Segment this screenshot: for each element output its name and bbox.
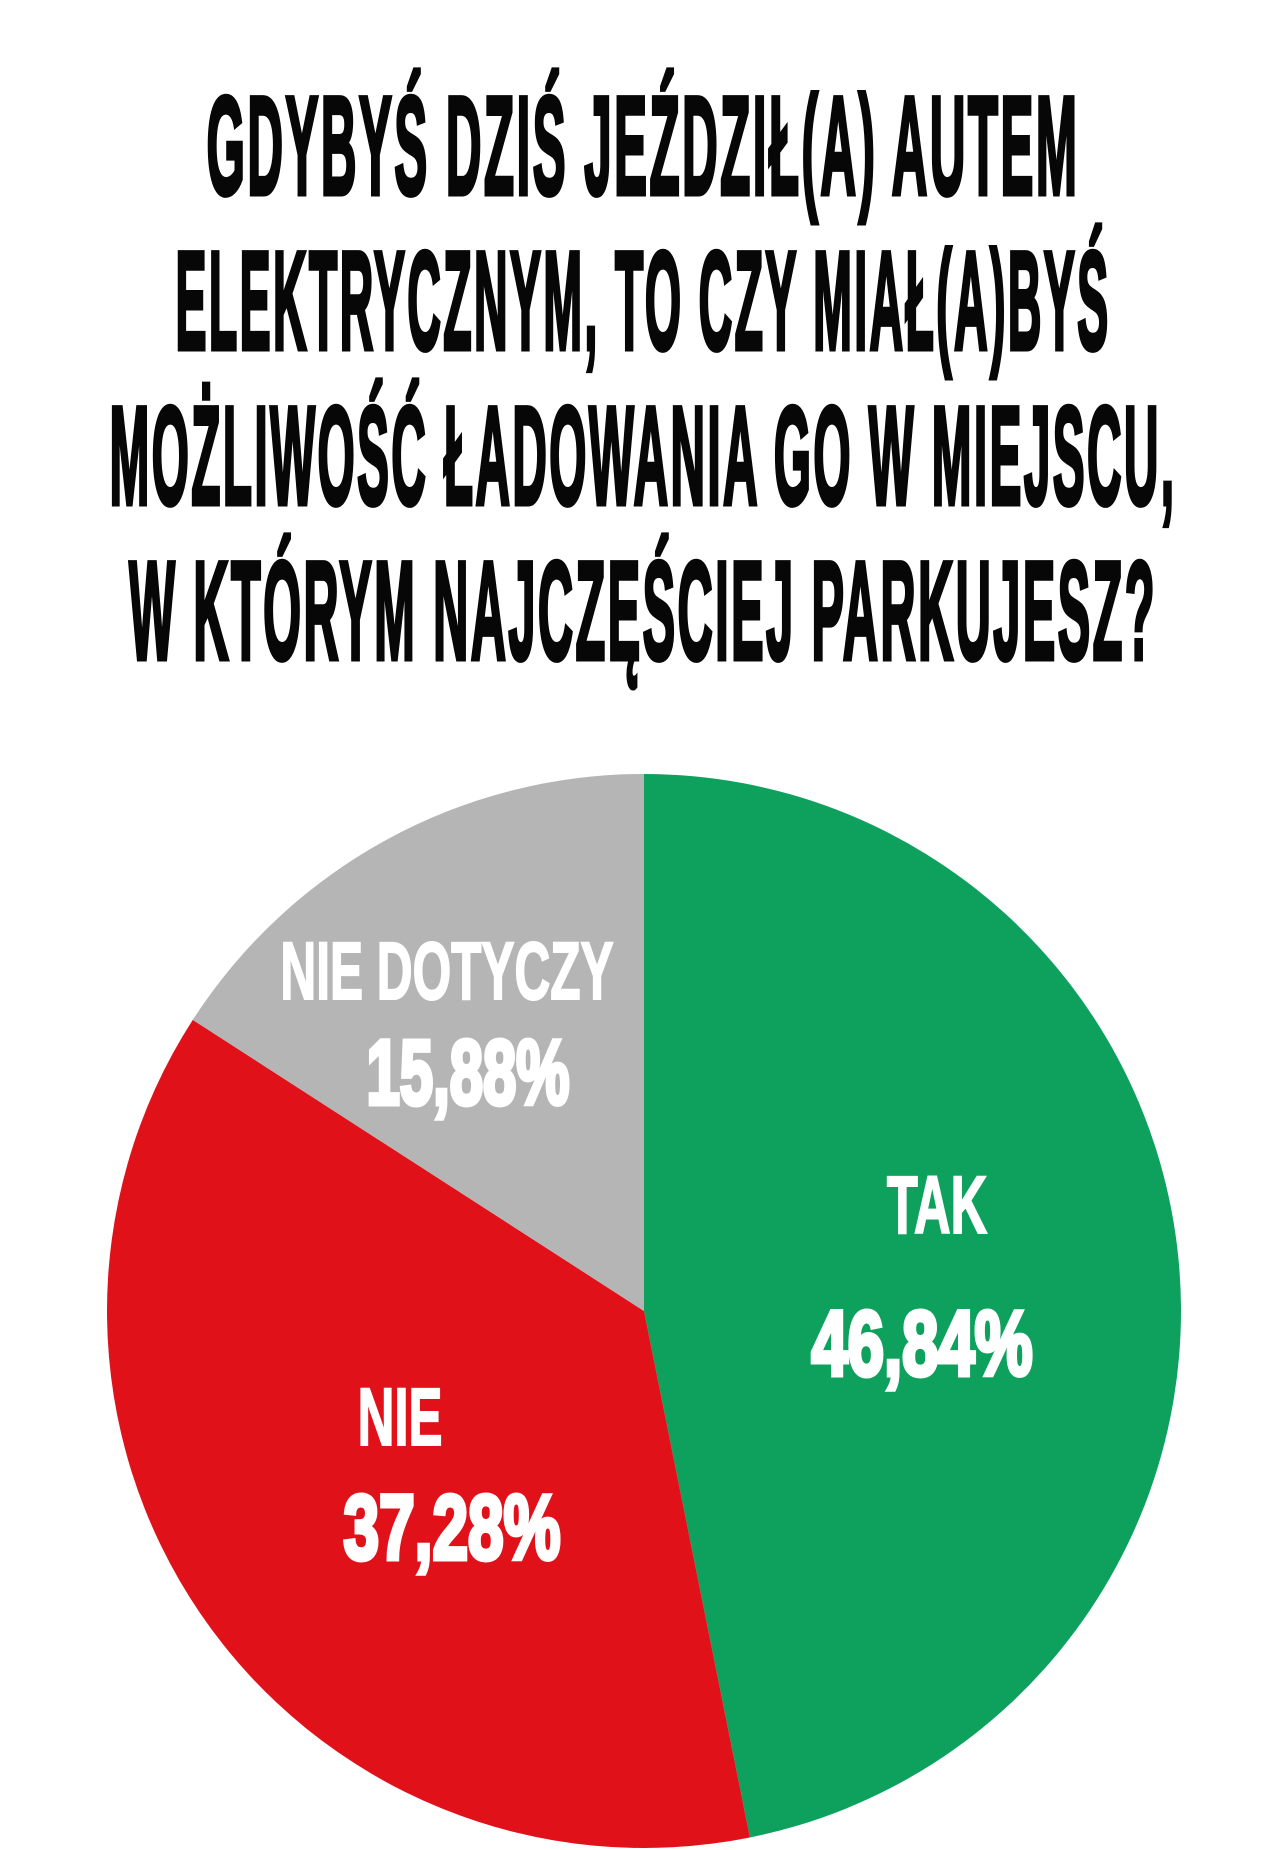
pie-slice-tak bbox=[644, 774, 1182, 1838]
chart-title-line-1-text: GDYBYŚ DZIŚ JEŹDZIŁ(A) AUTEM bbox=[205, 66, 1079, 226]
chart-title: GDYBYŚ DZIŚ JEŹDZIŁ(A) AUTEM ELEKTRYCZNY… bbox=[0, 66, 1285, 691]
chart-title-line-2-text: ELEKTRYCZNYM, TO CZY MIAŁ(A)BYŚ bbox=[174, 221, 1111, 381]
chart-title-line-1: GDYBYŚ DZIŚ JEŹDZIŁ(A) AUTEM bbox=[0, 66, 1285, 226]
pie-value-nie-dotyczy-text: 15,88% bbox=[365, 1022, 571, 1124]
pie-value-tak-text: 46,84% bbox=[810, 1293, 1035, 1395]
chart-title-line-2: ELEKTRYCZNYM, TO CZY MIAŁ(A)BYŚ bbox=[0, 221, 1285, 381]
chart-title-line-4: W KTÓRYM NAJCZĘŚCIEJ PARKUJESZ? bbox=[0, 531, 1285, 691]
pie-label-tak-text: TAK bbox=[886, 1160, 988, 1251]
pie-label-nie-dotyczy-text: NIE DOTYCZY bbox=[280, 926, 614, 1017]
chart-title-line-4-text: W KTÓRYM NAJCZĘŚCIEJ PARKUJESZ? bbox=[128, 531, 1157, 691]
pie-value-nie-text: 37,28% bbox=[342, 1477, 562, 1579]
chart-title-line-3-text: MOŻLIWOŚĆ ŁADOWANIA GO W MIEJSCU, bbox=[108, 376, 1176, 536]
pie-slice-nie bbox=[107, 1019, 750, 1848]
pie-slice-nie-dotyczy bbox=[192, 774, 645, 1311]
pie-label-nie-text: NIE bbox=[357, 1372, 443, 1463]
chart-title-line-3: MOŻLIWOŚĆ ŁADOWANIA GO W MIEJSCU, bbox=[0, 376, 1285, 536]
